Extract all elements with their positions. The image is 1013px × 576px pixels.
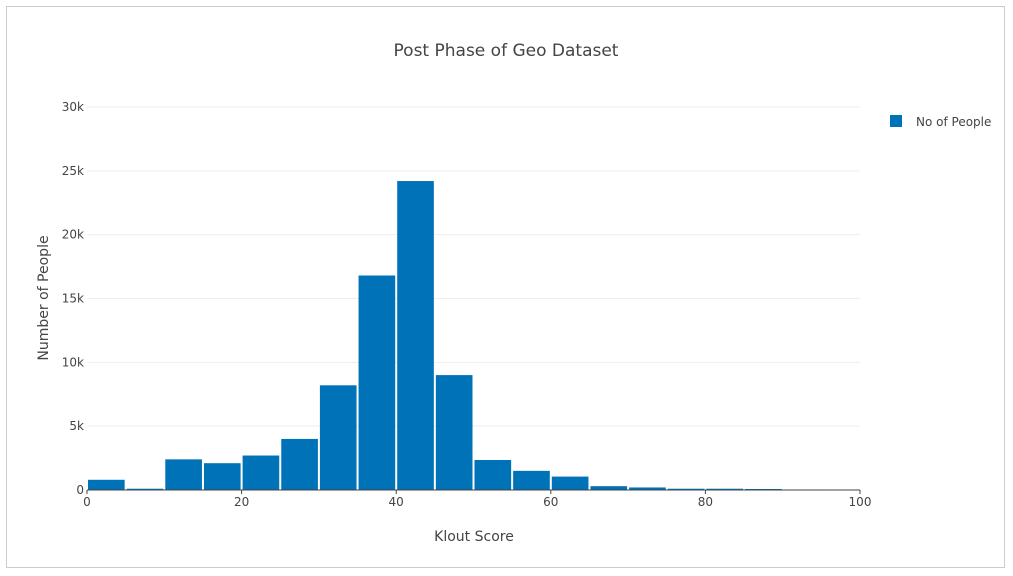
x-tick-label: 40 [389,495,404,509]
chart-title: Post Phase of Geo Dataset [394,41,619,61]
x-tick-label: 100 [849,495,872,509]
x-tick-label: 80 [698,495,713,509]
legend-label: No of People [916,115,991,129]
x-tick-label: 0 [83,495,91,509]
histogram-bar[interactable] [126,488,164,490]
histogram-bar[interactable] [165,459,202,490]
x-tick-label: 20 [234,495,249,509]
legend[interactable]: No of People [890,115,991,129]
y-tick-label: 0 [76,483,84,497]
y-tick-label: 15k [62,292,84,306]
histogram-bar[interactable] [358,275,396,490]
histogram-bar[interactable] [203,463,241,490]
x-tick-label: 60 [543,495,558,509]
legend-swatch [890,115,902,127]
grid-lines [87,106,860,427]
histogram-bar[interactable] [397,181,434,490]
histogram-bar[interactable] [88,479,125,490]
x-axis: 0 20 40 60 80 100 [83,489,872,509]
y-tick-label: 25k [62,164,84,178]
y-tick-label: 20k [62,228,84,242]
histogram-bar[interactable] [590,486,628,490]
bars [88,181,859,490]
histogram-bar[interactable] [242,455,280,490]
y-tick-label: 10k [62,355,84,369]
y-tick-label: 30k [62,100,84,114]
y-axis-title: Number of People [36,235,52,360]
x-axis-title: Klout Score [434,529,514,545]
histogram-bar[interactable] [667,488,705,490]
histogram-bar[interactable] [745,488,782,490]
histogram-bar[interactable] [706,488,744,490]
histogram-bar[interactable] [435,375,473,490]
y-tick-label: 5k [69,419,84,433]
y-axis: 0 5k 10k 15k 20k 25k 30k [62,100,84,497]
histogram-bar[interactable] [319,385,357,490]
histogram-bar[interactable] [551,476,589,490]
histogram-bar[interactable] [513,470,550,490]
histogram-bar[interactable] [474,459,512,490]
histogram-bar[interactable] [281,438,318,490]
histogram-bar[interactable] [629,487,666,490]
